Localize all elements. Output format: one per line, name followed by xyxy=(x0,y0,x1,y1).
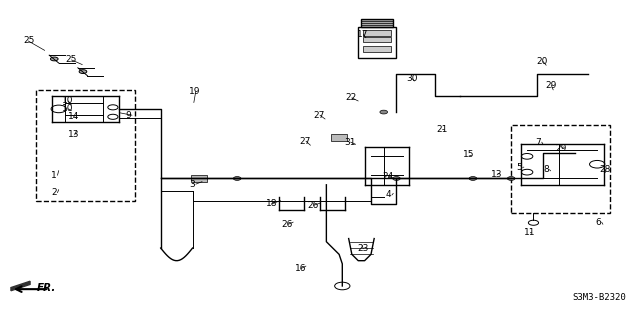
Text: 26: 26 xyxy=(282,220,293,229)
Text: 27: 27 xyxy=(314,111,325,120)
Text: 28: 28 xyxy=(599,165,611,174)
Text: 16: 16 xyxy=(294,264,306,273)
Text: 10: 10 xyxy=(62,104,74,113)
Circle shape xyxy=(380,110,388,114)
Text: 21: 21 xyxy=(436,125,447,134)
Bar xyxy=(332,134,347,141)
Circle shape xyxy=(51,57,58,61)
Text: 18: 18 xyxy=(266,199,277,208)
Text: 2: 2 xyxy=(51,188,57,197)
Text: 20: 20 xyxy=(537,57,548,66)
Text: 9: 9 xyxy=(125,111,131,120)
Text: 13: 13 xyxy=(68,130,80,139)
Text: 29: 29 xyxy=(545,81,556,90)
Text: 14: 14 xyxy=(68,112,79,121)
Bar xyxy=(191,175,207,182)
Bar xyxy=(364,31,392,36)
Text: 5: 5 xyxy=(516,163,522,172)
Text: 11: 11 xyxy=(524,228,536,237)
Text: 23: 23 xyxy=(357,244,369,253)
Bar xyxy=(358,27,396,58)
Polygon shape xyxy=(11,281,30,291)
Text: 10: 10 xyxy=(62,97,74,106)
Circle shape xyxy=(469,177,477,180)
Circle shape xyxy=(79,70,87,73)
Bar xyxy=(364,46,392,52)
Text: 3: 3 xyxy=(189,180,195,189)
Bar xyxy=(362,19,394,27)
Text: S3M3-B2320: S3M3-B2320 xyxy=(572,293,626,302)
Text: 6: 6 xyxy=(595,218,601,226)
Text: 25: 25 xyxy=(23,36,35,45)
Bar xyxy=(364,37,392,42)
Text: 4: 4 xyxy=(386,190,391,199)
Text: 24: 24 xyxy=(383,172,394,182)
Circle shape xyxy=(393,177,400,180)
Bar xyxy=(36,90,135,201)
Bar xyxy=(511,125,610,213)
Circle shape xyxy=(234,177,241,180)
Text: 8: 8 xyxy=(543,165,548,174)
Text: 25: 25 xyxy=(65,56,77,64)
Text: 31: 31 xyxy=(344,137,356,147)
Text: 29: 29 xyxy=(556,144,567,153)
Text: 22: 22 xyxy=(346,93,356,102)
Text: 17: 17 xyxy=(357,30,369,39)
Text: 26: 26 xyxy=(307,201,319,210)
Text: FR.: FR. xyxy=(36,283,56,293)
Text: 15: 15 xyxy=(463,150,474,159)
Circle shape xyxy=(508,177,515,180)
Text: 7: 7 xyxy=(536,137,541,147)
Text: 1: 1 xyxy=(51,171,57,180)
Text: 19: 19 xyxy=(189,87,201,96)
Text: 27: 27 xyxy=(300,137,311,146)
Text: 30: 30 xyxy=(406,74,417,83)
Text: 13: 13 xyxy=(491,170,502,179)
